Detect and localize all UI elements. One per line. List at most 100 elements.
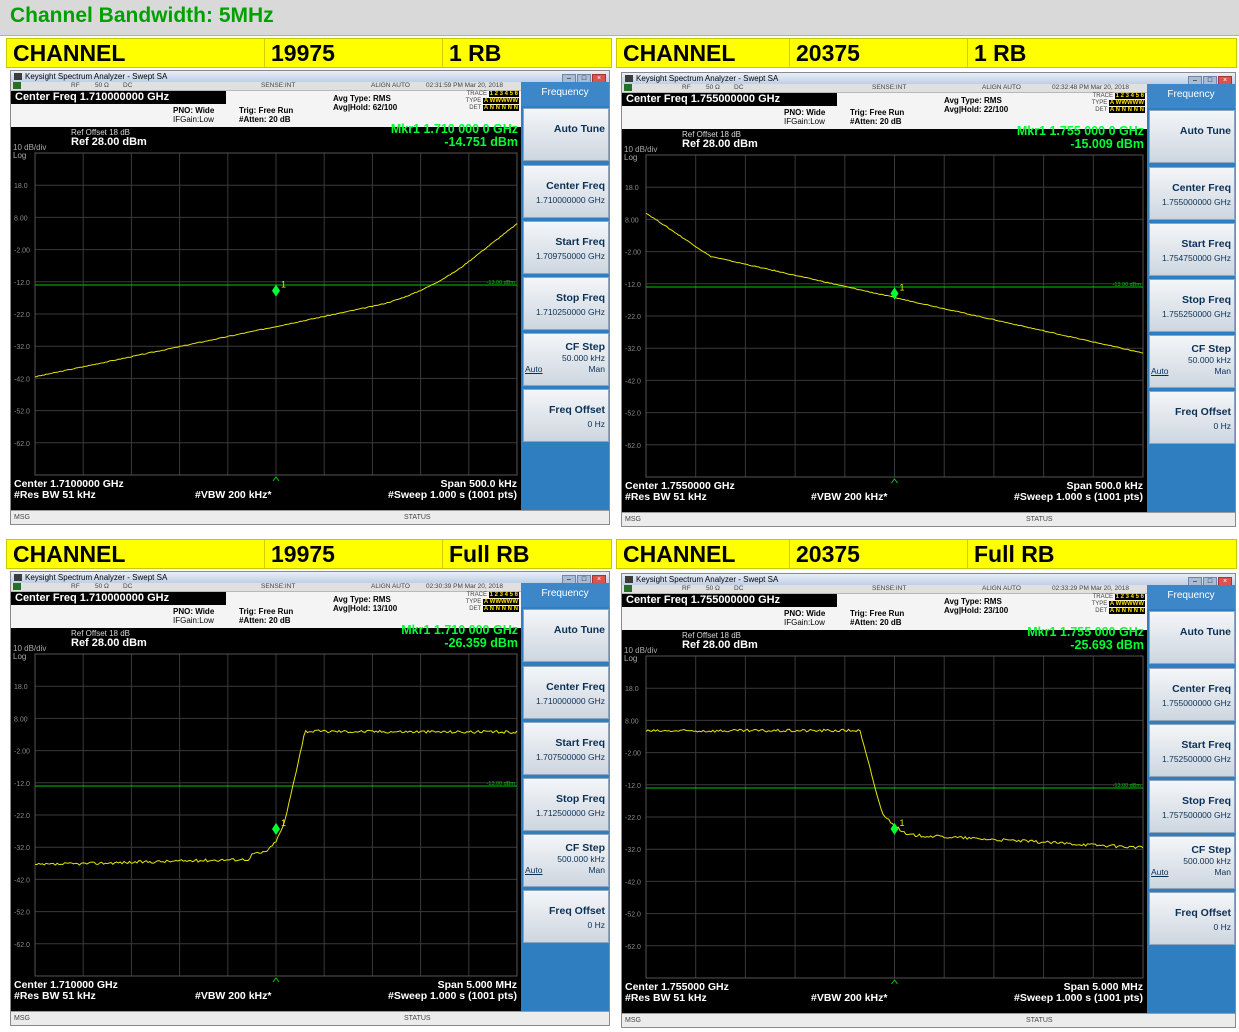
freq-offset-button[interactable]: Freq Offset 0 Hz <box>523 890 609 943</box>
window-titlebar: Keysight Spectrum Analyzer - Swept SA – □… <box>622 574 1235 586</box>
y-tick-label: -22.0 <box>14 813 30 820</box>
plot-frame <box>645 154 1144 478</box>
marker-number: 1 <box>281 280 286 290</box>
start-freq-button[interactable]: Start Freq 1.754750000 GHz <box>1149 223 1235 276</box>
y-tick-label: 8.00 <box>625 718 639 725</box>
spectrum-display[interactable]: Ref Offset 18 dB Ref 28.00 dBm 10 dB/div… <box>11 624 521 1011</box>
rf-input-icon <box>624 84 632 91</box>
pno-label: PNO: Wide <box>173 106 215 115</box>
softkey-panel: Frequency Auto Tune Center Freq 1.7100000… <box>521 583 609 1011</box>
stop-freq-button[interactable]: Stop Freq 1.755250000 GHz <box>1149 279 1235 332</box>
y-tick-label: -22.0 <box>625 815 641 822</box>
marker-readout: Mkr1 1.755 000 0 GHz -15.009 dBm <box>1017 125 1144 151</box>
ref-level-label: Ref 28.00 dBm <box>71 637 147 649</box>
marker-diamond <box>890 287 899 300</box>
center-freq-button[interactable]: Center Freq 1.710000000 GHz <box>523 165 609 218</box>
center-label: Center 1.7550000 GHz <box>625 480 735 492</box>
plot-frame <box>645 655 1144 979</box>
marker-frequency: Mkr1 1.755 000 0 GHz <box>1016 124 1144 138</box>
spectrum-plot: 18.0 8.00 -2.00 -12.0 -22.0 -32.0 -42.0 -52.0 -6… <box>14 653 518 983</box>
coupling-label: DC <box>734 84 744 91</box>
status-bar: MSG STATUS <box>622 512 1235 526</box>
measurement-info-bar: RF 50 Ω DC SENSE:INT ALIGN AUTO 02:30:39… <box>11 583 521 628</box>
sweep-label: #Sweep 1.000 s (1001 pts) <box>1014 992 1143 1004</box>
window-titlebar: Keysight Spectrum Analyzer - Swept SA – □… <box>11 71 609 83</box>
marker-frequency: Mkr1 1.710 000 GHz <box>401 623 518 637</box>
rbw-label: #Res BW 51 kHz <box>625 491 707 503</box>
freq-offset-button[interactable]: Freq Offset 0 Hz <box>1149 892 1235 945</box>
y-tick-label: -52.0 <box>14 409 30 416</box>
limit-label: -13.00 dBm <box>487 781 516 787</box>
avg-type-label: Avg Type: RMS <box>944 597 1002 606</box>
y-tick-label: 8.00 <box>14 215 28 222</box>
y-tick-label: -12.0 <box>14 280 30 287</box>
start-freq-button[interactable]: Start Freq 1.707500000 GHz <box>523 722 609 775</box>
marker-readout: Mkr1 1.710 000 GHz -26.359 dBm <box>401 624 518 650</box>
header-label: CHANNEL <box>7 39 265 67</box>
limit-label: -13.00 dBm <box>1113 282 1142 288</box>
spectrum-plot: 18.0 8.00 -2.00 -12.0 -22.0 -32.0 -42.0 -52.0 -6… <box>625 154 1144 484</box>
y-tick-label: -62.0 <box>625 944 641 951</box>
y-tick-label: -12.0 <box>625 282 641 289</box>
timestamp: 02:30:39 PM Mar 20, 2018 <box>426 583 503 590</box>
y-tick-label: -12.0 <box>14 781 30 788</box>
y-tick-label: -42.0 <box>625 879 641 886</box>
timestamp: 02:32:48 PM Mar 20, 2018 <box>1052 84 1129 91</box>
page-banner: Channel Bandwidth: 5MHz <box>0 0 1239 36</box>
cf-step-button[interactable]: CF Step 50.000 kHz Auto Man <box>1149 335 1235 388</box>
scale-label: 10 dB/div Log <box>13 143 47 160</box>
window-title: Keysight Spectrum Analyzer - Swept SA <box>636 74 779 83</box>
marker-number: 1 <box>900 818 905 828</box>
spectrum-display[interactable]: Ref Offset 18 dB Ref 28.00 dBm 10 dB/div… <box>11 123 521 510</box>
cf-step-button[interactable]: CF Step 50.000 kHz Auto Man <box>523 333 609 386</box>
y-tick-label: -62.0 <box>625 443 641 450</box>
header-channel: 19975 <box>265 540 443 568</box>
y-tick-label: -52.0 <box>625 411 641 418</box>
cf-step-button[interactable]: CF Step 500.000 kHz Auto Man <box>523 834 609 887</box>
y-tick-label: -32.0 <box>625 346 641 353</box>
spectrum-plot: 18.0 8.00 -2.00 -12.0 -22.0 -32.0 -42.0 -52.0 -6… <box>625 655 1144 985</box>
y-tick-label: -32.0 <box>625 847 641 854</box>
auto-tune-button[interactable]: Auto Tune <box>523 609 609 662</box>
stop-freq-button[interactable]: Stop Freq 1.712500000 GHz <box>523 778 609 831</box>
center-freq-button[interactable]: Center Freq 1.755000000 GHz <box>1149 167 1235 220</box>
start-freq-button[interactable]: Start Freq 1.709750000 GHz <box>523 221 609 274</box>
coupling-label: DC <box>734 585 744 592</box>
pno-label: PNO: Wide <box>784 609 826 618</box>
coupling-label: DC <box>123 82 133 89</box>
status-bar: MSG STATUS <box>11 510 609 524</box>
trace-indicator: TRACE 1 2 3 4 5 6 TYPE A WWWWW DET A N N… <box>465 91 519 111</box>
spectrum-display[interactable]: Ref Offset 18 dB Ref 28.00 dBm 10 dB/div… <box>622 125 1147 512</box>
cf-step-button[interactable]: CF Step 500.000 kHz Auto Man <box>1149 836 1235 889</box>
ref-offset-label: Ref Offset 18 dB <box>682 631 741 640</box>
status-bar: MSG STATUS <box>622 1013 1235 1027</box>
menu-title: Frequency <box>521 82 609 106</box>
window-controls: – □ × <box>561 573 606 584</box>
y-tick-label: -42.0 <box>625 378 641 385</box>
auto-tune-button[interactable]: Auto Tune <box>1149 110 1235 163</box>
header-rb: 1 RB <box>449 40 502 66</box>
freq-offset-button[interactable]: Freq Offset 0 Hz <box>1149 391 1235 444</box>
stop-freq-button[interactable]: Stop Freq 1.757500000 GHz <box>1149 780 1235 833</box>
ref-offset-label: Ref Offset 18 dB <box>71 629 130 638</box>
trigger-label: Trig: Free Run <box>850 609 905 618</box>
impedance-label: 50 Ω <box>706 585 720 592</box>
freq-footer-row1: Center 1.755000 GHz Span 5.000 MHz <box>622 982 1147 993</box>
window-controls: – □ × <box>561 72 606 83</box>
auto-tune-button[interactable]: Auto Tune <box>1149 611 1235 664</box>
start-freq-button[interactable]: Start Freq 1.752500000 GHz <box>1149 724 1235 777</box>
rbw-label: #Res BW 51 kHz <box>14 990 96 1002</box>
center-freq-button[interactable]: Center Freq 1.755000000 GHz <box>1149 668 1235 721</box>
stop-freq-button[interactable]: Stop Freq 1.710250000 GHz <box>523 277 609 330</box>
trigger-label: Trig: Free Run <box>850 108 905 117</box>
ifgain-label: IFGain:Low <box>173 616 214 625</box>
y-tick-label: -62.0 <box>14 942 30 949</box>
center-freq-button[interactable]: Center Freq 1.710000000 GHz <box>523 666 609 719</box>
sweep-label: #Sweep 1.000 s (1001 pts) <box>1014 491 1143 503</box>
window-titlebar: Keysight Spectrum Analyzer - Swept SA – □… <box>622 73 1235 85</box>
spectrum-display[interactable]: Ref Offset 18 dB Ref 28.00 dBm 10 dB/div… <box>622 626 1147 1013</box>
freq-offset-button[interactable]: Freq Offset 0 Hz <box>523 389 609 442</box>
auto-tune-button[interactable]: Auto Tune <box>523 108 609 161</box>
status-bar: MSG STATUS <box>11 1011 609 1025</box>
coupling-label: DC <box>123 583 133 590</box>
